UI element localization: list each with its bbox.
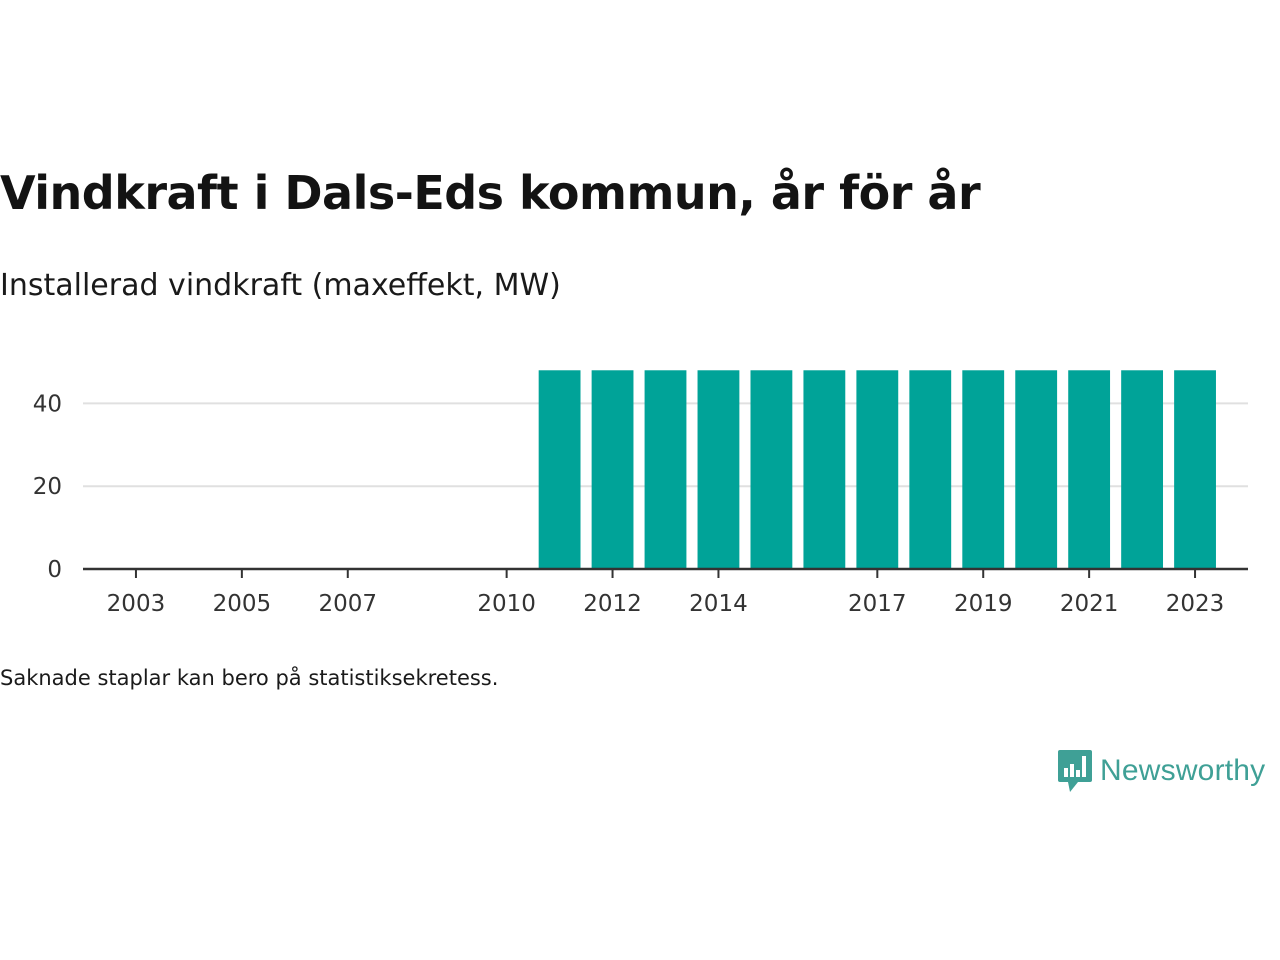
chart-subtitle: Installerad vindkraft (maxeffekt, MW) (0, 268, 561, 303)
bar-2012 (591, 370, 634, 569)
newsworthy-logo: Newsworthy (1058, 748, 1265, 794)
bar-2017 (856, 370, 899, 569)
bar-2018 (909, 370, 952, 569)
x-tick-label: 2023 (1166, 591, 1225, 617)
footnote: Saknade staplar kan bero på statistiksek… (0, 666, 499, 690)
bar-2019 (962, 370, 1005, 569)
x-tick-label: 2012 (583, 591, 642, 617)
bar-2015 (750, 370, 793, 569)
y-tick-label: 40 (33, 391, 62, 417)
x-tick-label: 2019 (954, 591, 1013, 617)
bar-chart: 2003 2005 2007 2010 2012 2014 2017 2019 2021 2023… (33, 370, 1248, 617)
x-axis: 2003 2005 2007 2010 2012 2014 2017 2019 2021 2023 (83, 567, 1248, 617)
bar-2016 (803, 370, 846, 569)
x-tick-label: 2017 (848, 591, 907, 617)
bar-2023 (1174, 370, 1216, 569)
y-tick-label: 0 (47, 557, 62, 583)
bar-2021 (1068, 370, 1111, 569)
bars (538, 370, 1216, 569)
x-tick-label: 2005 (213, 591, 272, 617)
x-tick-label: 2010 (477, 591, 536, 617)
y-axis: 0 20 40 (33, 391, 62, 583)
bar-2011 (538, 370, 581, 569)
bar-2013 (644, 370, 687, 569)
x-tick-label: 2014 (689, 591, 748, 617)
y-tick-label: 20 (33, 474, 62, 500)
chart-title: Vindkraft i Dals-Eds kommun, år för år (0, 166, 981, 220)
newsworthy-logo-icon (1058, 750, 1092, 792)
x-tick-label: 2021 (1060, 591, 1119, 617)
bar-2020 (1015, 370, 1058, 569)
bar-2022 (1121, 370, 1164, 569)
brand-name: Newsworthy (1100, 754, 1266, 787)
bar-2014 (697, 370, 740, 569)
x-tick-label: 2003 (107, 591, 166, 617)
x-tick-label: 2007 (318, 591, 377, 617)
